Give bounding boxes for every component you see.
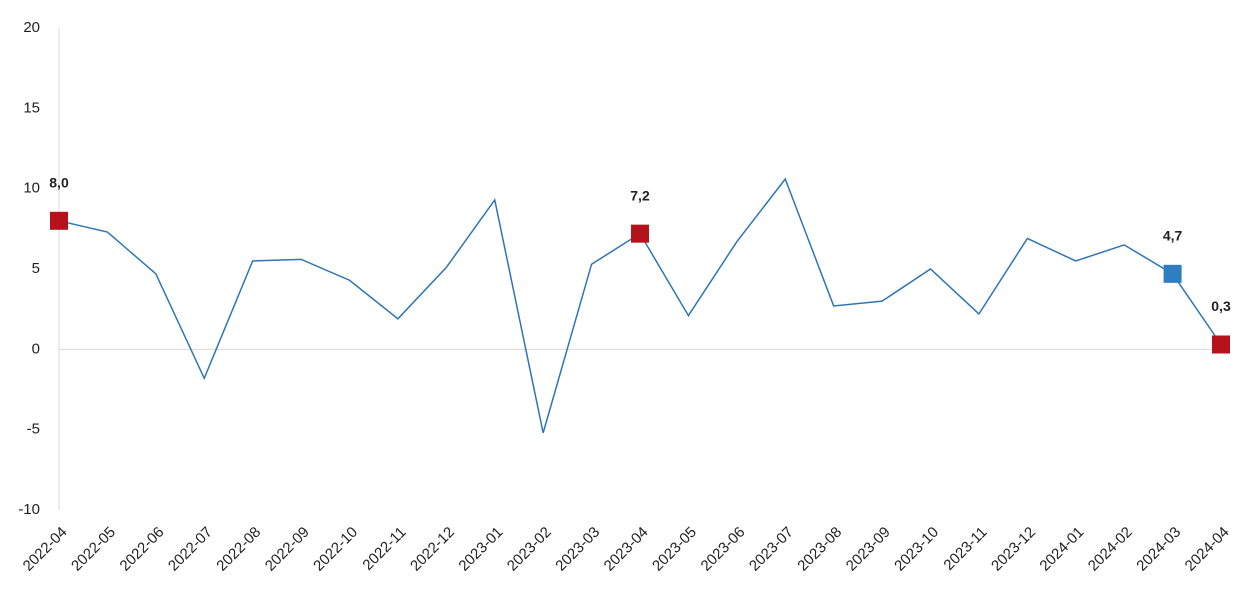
x-tick-label: 2022-10 xyxy=(310,524,361,575)
x-tick-label: 2022-04 xyxy=(20,524,71,575)
x-tick-label: 2022-05 xyxy=(68,524,119,575)
x-tick-label: 2022-12 xyxy=(407,524,458,575)
x-tick-label: 2022-11 xyxy=(359,524,409,574)
x-tick-label: 2023-08 xyxy=(794,524,845,575)
marker xyxy=(1212,335,1230,354)
y-tick-label: -10 xyxy=(18,501,40,518)
x-tick-label: 2024-02 xyxy=(1085,524,1136,575)
y-tick-label: -5 xyxy=(27,421,40,438)
x-tick-label: 2023-12 xyxy=(988,524,1039,575)
x-tick-label: 2023-11 xyxy=(940,524,990,574)
data-label: 8,0 xyxy=(49,175,69,191)
y-tick-label: 10 xyxy=(23,180,40,197)
y-tick-label: 20 xyxy=(23,19,40,36)
x-tick-label: 2023-02 xyxy=(504,524,555,575)
x-tick-label: 2024-01 xyxy=(1036,524,1087,575)
x-tick-label: 2022-07 xyxy=(165,524,216,575)
x-tick-label: 2023-07 xyxy=(746,524,797,575)
x-tick-label: 2023-06 xyxy=(698,524,749,575)
y-tick-label: 15 xyxy=(23,99,40,116)
x-tick-label: 2023-09 xyxy=(843,524,894,575)
data-label: 0,3 xyxy=(1211,298,1231,314)
data-label: 7,2 xyxy=(630,187,650,203)
marker xyxy=(50,211,68,230)
x-tick-label: 2023-01 xyxy=(455,524,506,575)
y-tick-label: 0 xyxy=(32,340,40,357)
marker xyxy=(1163,264,1182,283)
x-tick-label: 2022-06 xyxy=(117,524,168,575)
x-tick-label: 2023-10 xyxy=(891,524,942,575)
marker xyxy=(631,224,649,243)
x-tick-label: 2022-08 xyxy=(213,524,264,575)
x-tick-label: 2023-03 xyxy=(552,524,603,575)
x-tick-label: 2022-09 xyxy=(262,524,313,575)
x-tick-label: 2023-04 xyxy=(601,524,652,575)
data-label: 4,7 xyxy=(1163,228,1183,244)
x-tick-label: 2024-04 xyxy=(1182,524,1233,575)
y-tick-label: 5 xyxy=(32,260,40,277)
data-line xyxy=(58,177,1222,434)
x-tick-label: 2023-05 xyxy=(649,524,700,575)
x-tick-label: 2024-03 xyxy=(1133,524,1184,575)
